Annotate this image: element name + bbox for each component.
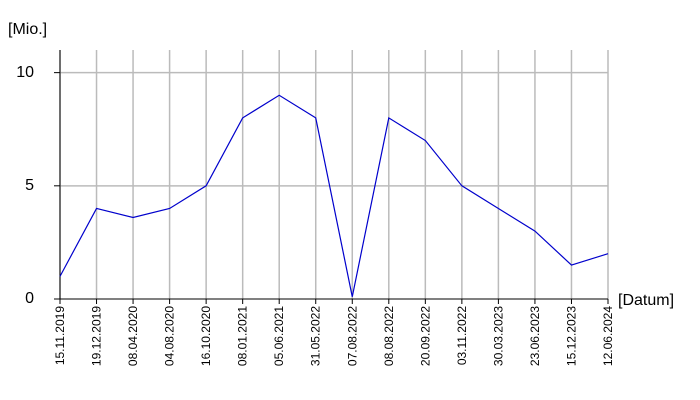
x-tick-label: 15.12.2023 (564, 306, 578, 366)
y-tick-label: 5 (25, 177, 34, 194)
data-line (59, 94, 609, 297)
x-tick-label: 04.08.2020 (163, 306, 177, 366)
y-tick-label: 10 (16, 64, 34, 81)
x-tick-label: 30.03.2023 (491, 306, 505, 366)
x-tick-label: 08.04.2020 (126, 306, 140, 366)
y-tick-label: 0 (25, 290, 34, 307)
x-tick-label: 16.10.2020 (199, 306, 213, 366)
x-tick-label: 05.06.2021 (272, 306, 286, 366)
y-axis-label: [Mio.] (8, 21, 47, 38)
x-tick-label: 03.11.2022 (455, 306, 469, 365)
x-tick-label: 07.08.2022 (345, 306, 359, 366)
x-tick-label: 08.01.2021 (236, 306, 250, 366)
x-tick-label: 12.06.2024 (601, 306, 615, 366)
x-tick-label: 23.06.2023 (528, 306, 542, 366)
x-tick-label: 20.09.2022 (418, 306, 432, 366)
x-tick-label: 15.11.2019 (53, 306, 67, 365)
x-axis-label: [Datum] (618, 292, 674, 309)
x-tick-label: 31.05.2022 (309, 306, 323, 366)
x-tick-label: 19.12.2019 (90, 306, 104, 366)
x-tick-label: 08.08.2022 (382, 306, 396, 366)
